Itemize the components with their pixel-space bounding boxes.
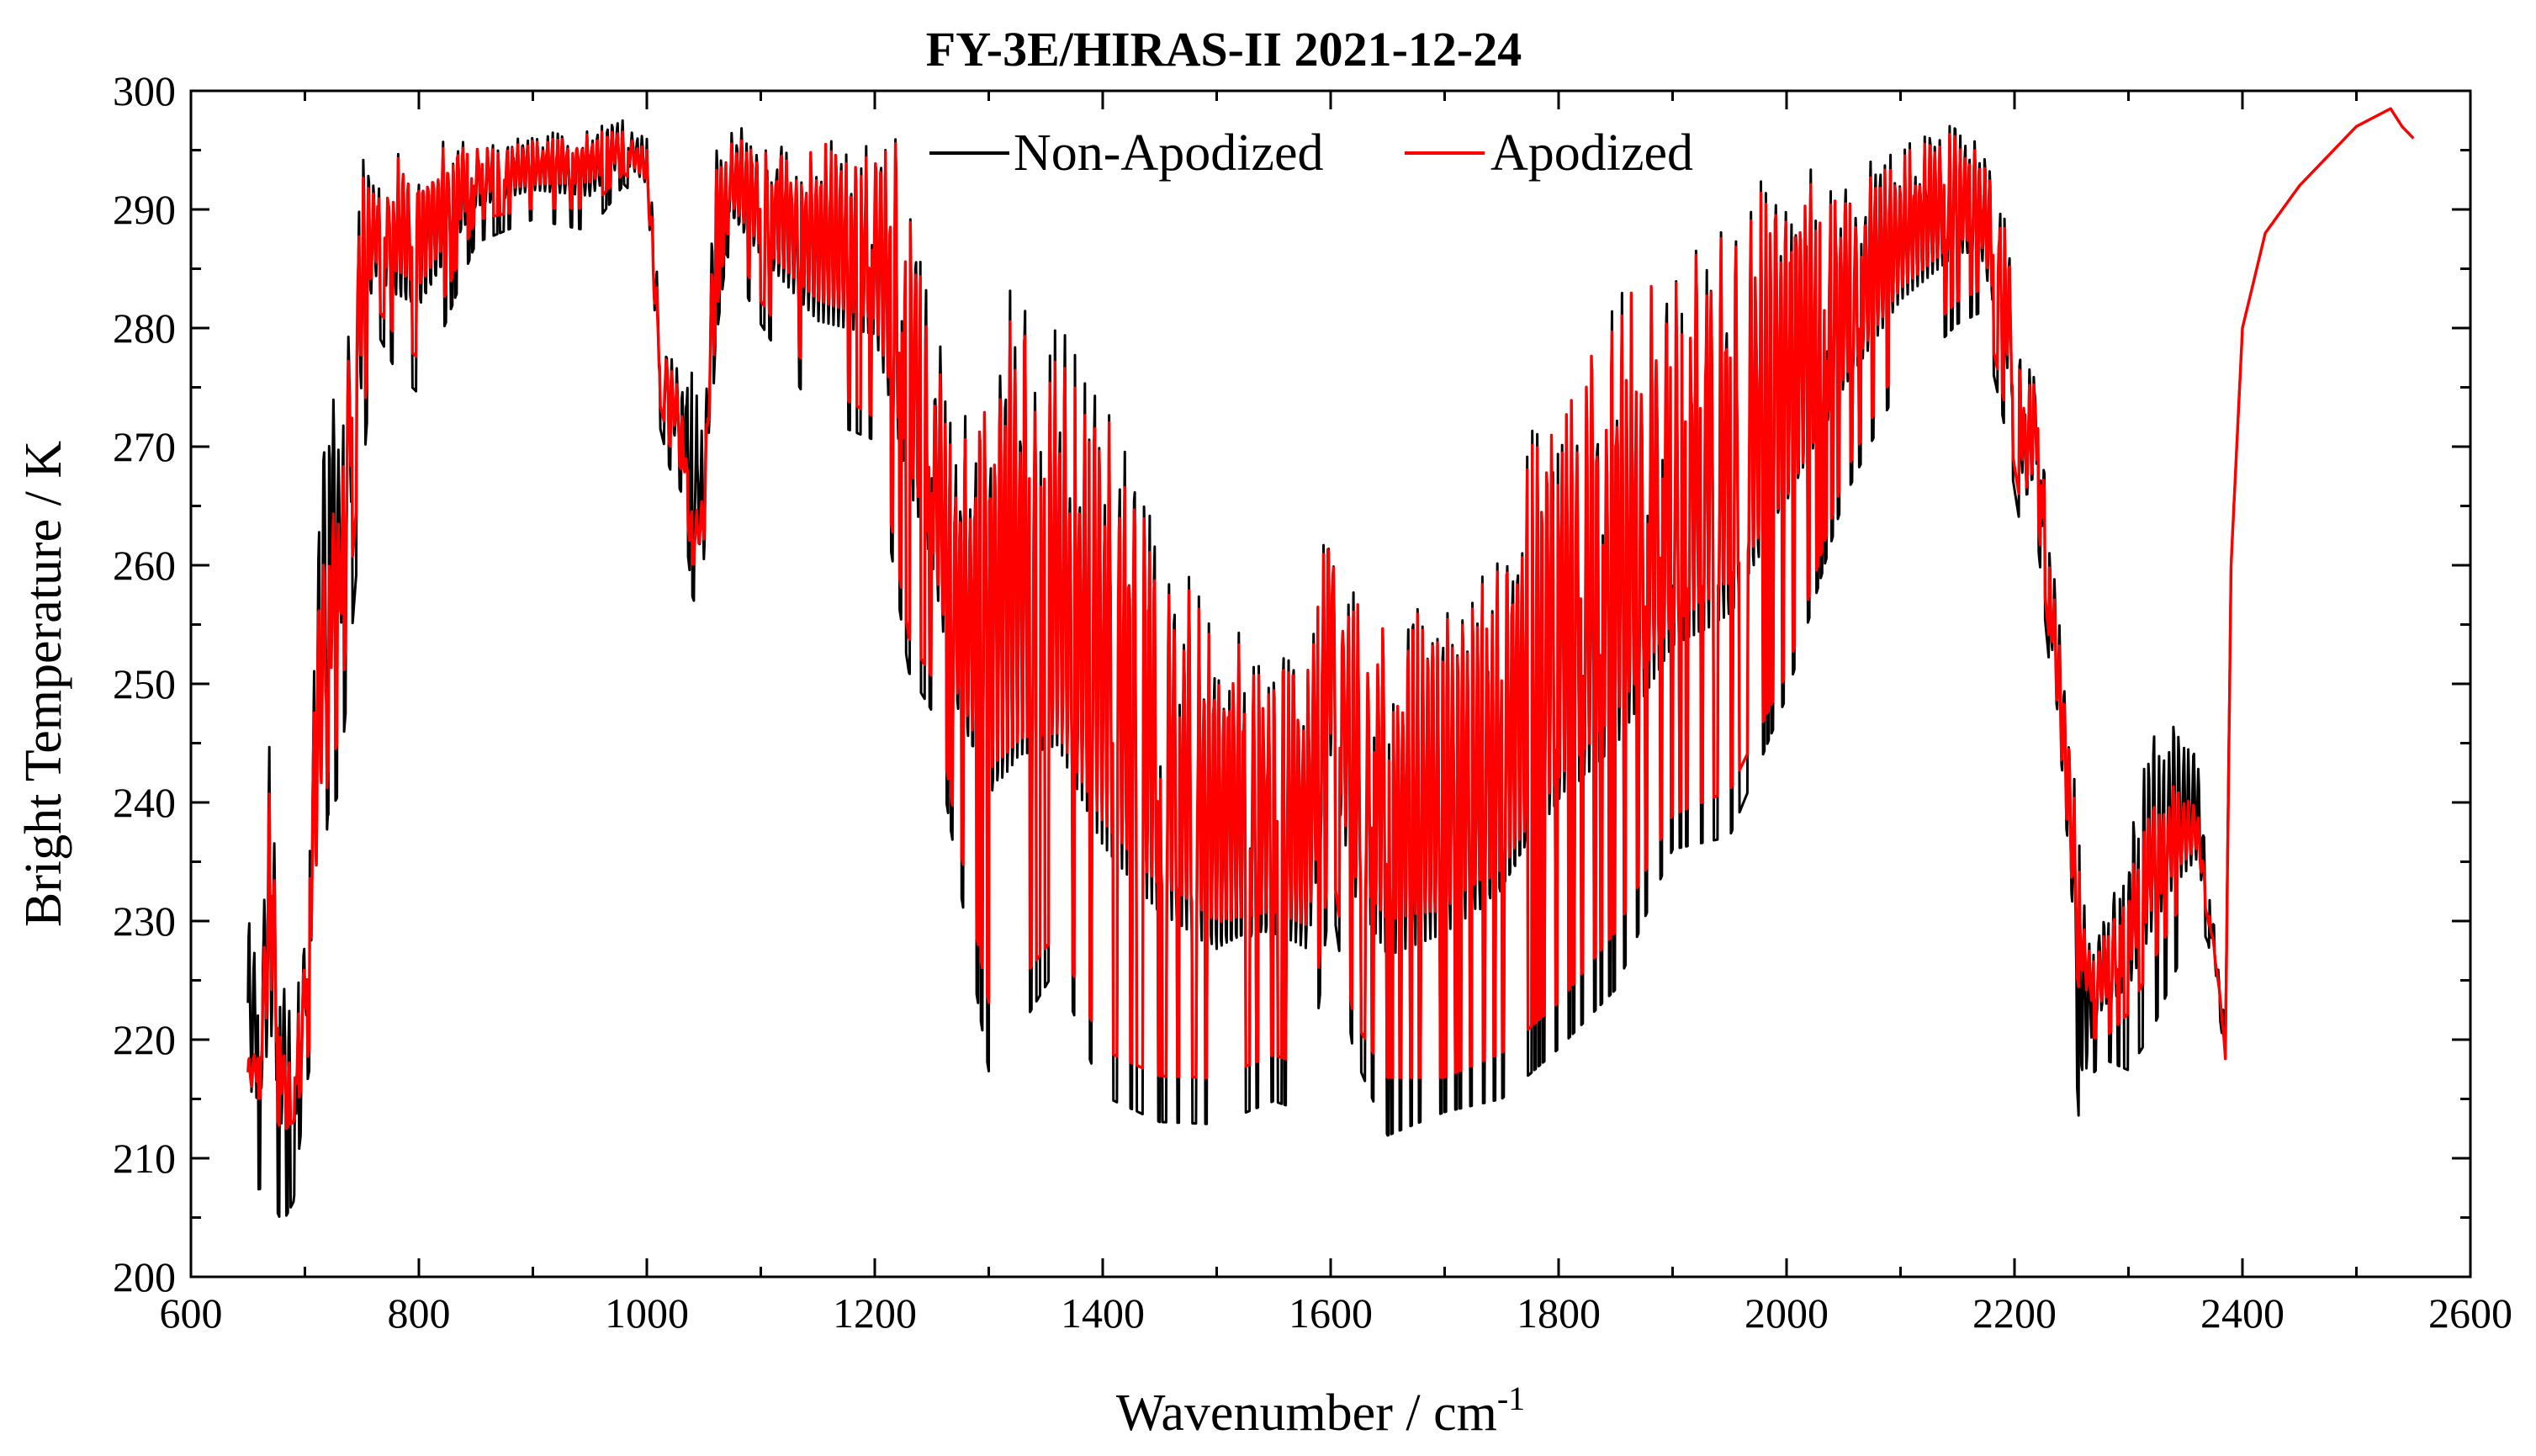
y-tick-label: 240	[113, 779, 176, 826]
y-tick-label: 270	[113, 423, 176, 470]
y-tick-label: 200	[113, 1253, 176, 1300]
x-tick-label: 2200	[1972, 1289, 2057, 1337]
y-tick-label: 280	[113, 304, 176, 352]
y-tick-label: 260	[113, 542, 176, 589]
x-tick-label: 1400	[1061, 1289, 1145, 1337]
y-tick-label: 290	[113, 186, 176, 233]
x-tick-label: 2000	[1744, 1289, 1829, 1337]
legend: Non-Apodized Apodized	[929, 124, 1693, 182]
y-tick-label: 210	[113, 1135, 176, 1182]
series-line-apodized	[246, 107, 2415, 1130]
y-axis-label: Bright Temperature / K	[15, 441, 72, 927]
y-tick-label: 300	[113, 67, 176, 114]
x-tick-label: 2600	[2428, 1289, 2512, 1337]
legend-label-apodized: Apodized	[1490, 124, 1693, 182]
axis-ticks: 600 800 1000 1200 1400 1600 1800 2000 2200 2400 26…	[113, 67, 2512, 1337]
y-tick-label: 250	[113, 660, 176, 707]
y-tick-label: 220	[113, 1016, 176, 1063]
x-tick-label: 1000	[605, 1289, 689, 1337]
y-tick-label: 230	[113, 897, 176, 945]
x-tick-label: 1800	[1517, 1289, 1601, 1337]
x-axis-label-superscript: -1	[1497, 1379, 1525, 1417]
x-tick-label: 1600	[1289, 1289, 1373, 1337]
x-axis-label-text: Wavenumber / cm	[1116, 1385, 1497, 1442]
x-axis-label: Wavenumber / cm-1	[1116, 1379, 1525, 1442]
x-tick-label: 600	[160, 1289, 223, 1337]
legend-label-non-apodized: Non-Apodized	[1014, 124, 1323, 182]
x-tick-label: 2400	[2200, 1289, 2285, 1337]
plot-frame	[189, 89, 2472, 1279]
x-tick-label: 1200	[833, 1289, 917, 1337]
x-tick-label: 800	[388, 1289, 451, 1337]
chart-title: FY-3E/HIRAS-II 2021-12-24	[926, 22, 1522, 77]
